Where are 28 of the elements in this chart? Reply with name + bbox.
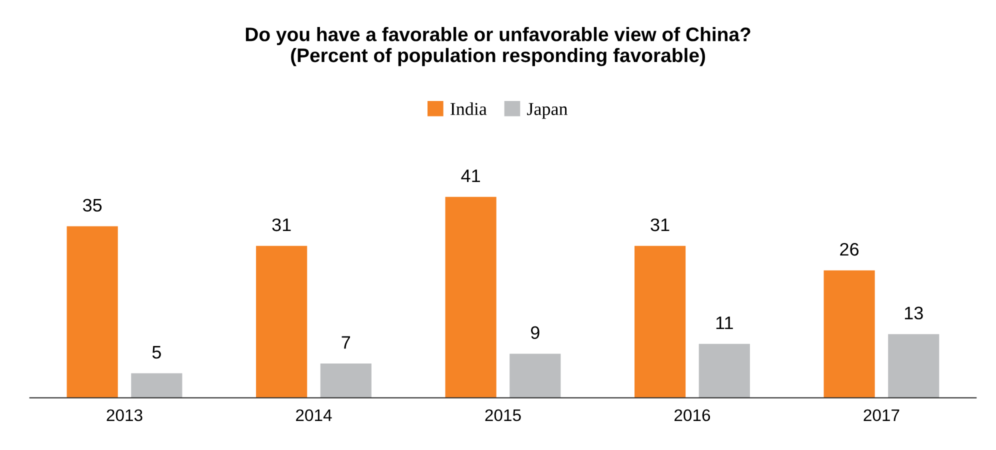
legend-label: India	[450, 102, 487, 116]
bar	[634, 246, 686, 398]
data-label: 7	[342, 336, 350, 349]
bar	[256, 246, 308, 398]
data-label: 13	[904, 306, 923, 320]
data-label: 9	[530, 326, 540, 340]
bar	[445, 196, 496, 398]
data-label: 5	[152, 346, 161, 359]
bar	[131, 373, 182, 398]
legend-label: Japan	[527, 103, 568, 119]
x-tick-label: 2016	[674, 409, 710, 422]
bar	[66, 226, 118, 398]
data-label: 35	[82, 198, 102, 212]
bar	[320, 364, 372, 398]
x-tick-label: 2013	[106, 409, 142, 422]
x-tick-label: 2017	[864, 409, 900, 422]
bar	[824, 270, 875, 398]
chart-title: Do you have a favorable or unfavorable view of China? (Percent of population responding favorable)	[246, 27, 750, 66]
bar	[510, 354, 561, 398]
x-tick-label: 2015	[485, 409, 521, 422]
data-label: 31	[272, 218, 291, 232]
bar	[698, 344, 750, 398]
data-label: 31	[650, 218, 670, 232]
data-label: 41	[461, 170, 480, 182]
data-label: 11	[716, 316, 733, 330]
bar	[888, 334, 940, 398]
data-label: 26	[840, 242, 859, 256]
x-tick-label: 2014	[296, 409, 332, 422]
